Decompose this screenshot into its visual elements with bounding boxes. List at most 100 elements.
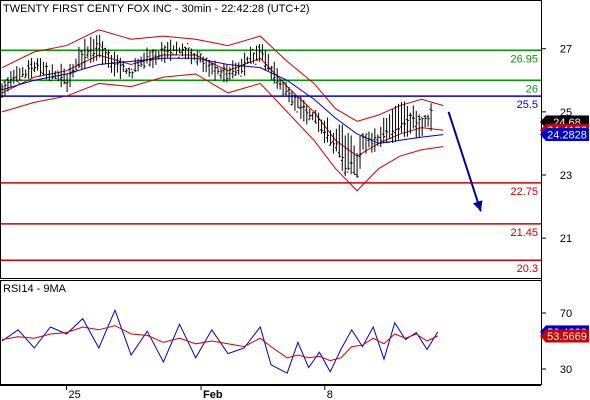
price-bar-81 [240, 58, 244, 77]
price-bar-58 [172, 45, 176, 55]
price-bar-143 [423, 114, 427, 128]
price-bands [1, 29, 444, 192]
price-bar-17 [50, 64, 54, 82]
price-bar-65 [192, 53, 196, 61]
price-bar-112 [331, 132, 335, 154]
rsi-y-ticks: 70 30 [541, 308, 572, 376]
price-bar-133 [394, 105, 398, 143]
forecast-arrow-group [447, 111, 483, 212]
xtick-label-1: Feb [203, 389, 223, 400]
price-bar-0 [0, 83, 4, 98]
x-axis-ticks: 25 Feb 8 [66, 385, 333, 400]
price-tag-2: 24.2828 [540, 127, 589, 141]
rsi-lines [1, 308, 439, 374]
price-bar-76 [225, 64, 229, 83]
price-bar-6 [18, 68, 22, 84]
price-bar-3 [9, 71, 13, 87]
price-bar-26 [77, 46, 81, 69]
price-bar-63 [186, 43, 190, 60]
price-ytick-label-3: 21 [560, 233, 572, 245]
price-bar-84 [249, 46, 253, 64]
price-bar-12 [36, 58, 40, 71]
price-bar-86 [254, 45, 258, 65]
price-bar-36 [107, 49, 111, 68]
price-bar-78 [231, 60, 235, 79]
level-label-1: 26 [526, 83, 538, 95]
price-bar-101 [299, 96, 303, 119]
price-bar-122 [361, 133, 365, 150]
price-bar-49 [145, 47, 149, 64]
price-chart-title: TWENTY FIRST CENTY FOX INC - 30min - 22:… [3, 3, 310, 15]
price-panel-frame [0, 0, 542, 279]
price-bar-14 [41, 61, 45, 76]
price-bar-55 [163, 45, 167, 64]
price-bar-39 [115, 54, 119, 73]
price-bar-15 [44, 62, 48, 80]
price-ytick-label-0: 27 [560, 44, 572, 56]
price-bar-140 [414, 110, 418, 139]
price-bar-83 [246, 56, 250, 64]
price-bar-69 [204, 57, 208, 73]
price-bar-64 [189, 48, 193, 65]
price-bar-136 [402, 101, 406, 137]
price-bar-16 [47, 69, 51, 81]
bollinger-upper-line [1, 29, 444, 122]
forecast-arrow-line [447, 111, 482, 212]
price-bar-40 [118, 57, 122, 79]
price-bar-9 [27, 59, 31, 79]
price-bar-74 [219, 68, 223, 79]
price-bar-59 [175, 41, 179, 56]
price-bar-52 [154, 49, 158, 65]
price-bar-67 [198, 51, 202, 63]
price-bar-43 [127, 67, 131, 77]
price-bar-128 [379, 126, 383, 147]
price-bar-73 [216, 66, 220, 75]
price-bar-124 [367, 131, 371, 148]
price-bar-94 [278, 78, 282, 90]
price-bar-42 [124, 68, 128, 74]
price-bar-33 [98, 34, 102, 58]
price-bar-87 [257, 43, 261, 62]
rsi-tag-1: 53.5669 [540, 329, 589, 343]
price-bar-130 [385, 118, 389, 144]
price-bar-103 [305, 104, 309, 125]
price-bar-88 [260, 43, 264, 61]
level-label-5: 20.3 [517, 263, 538, 275]
price-bar-54 [160, 41, 164, 62]
rsi-panel-frame [0, 280, 542, 385]
rsi-right-tags: 56.483853.5669 [540, 325, 589, 343]
price-bar-142 [420, 116, 424, 136]
price-bar-106 [314, 110, 318, 124]
price-bar-18 [53, 70, 57, 80]
rsi-series-0 [1, 308, 439, 374]
price-bar-113 [334, 128, 338, 152]
price-bar-115 [340, 124, 344, 171]
price-bar-31 [92, 38, 96, 62]
price-bar-107 [317, 112, 321, 133]
ma-blue-line [1, 57, 444, 144]
xtick-label-2: 8 [327, 389, 333, 400]
price-bar-4 [12, 69, 16, 84]
price-bar-60 [178, 47, 182, 58]
price-bar-41 [121, 60, 125, 73]
price-bar-123 [364, 133, 368, 154]
price-bar-61 [180, 43, 184, 57]
price-bar-105 [311, 112, 315, 121]
price-bar-10 [30, 57, 34, 78]
price-bar-108 [320, 119, 324, 134]
price-bar-145 [429, 103, 433, 131]
price-bar-1 [3, 80, 7, 97]
price-bar-114 [337, 124, 341, 158]
price-candles [0, 34, 433, 178]
price-bar-110 [325, 117, 329, 143]
level-label-2: 25.5 [517, 99, 538, 111]
price-bar-44 [130, 68, 134, 79]
price-bar-19 [56, 70, 60, 82]
price-bar-71 [210, 63, 214, 75]
price-bar-22 [65, 74, 69, 93]
price-bar-8 [24, 69, 28, 78]
price-bar-79 [234, 62, 238, 76]
